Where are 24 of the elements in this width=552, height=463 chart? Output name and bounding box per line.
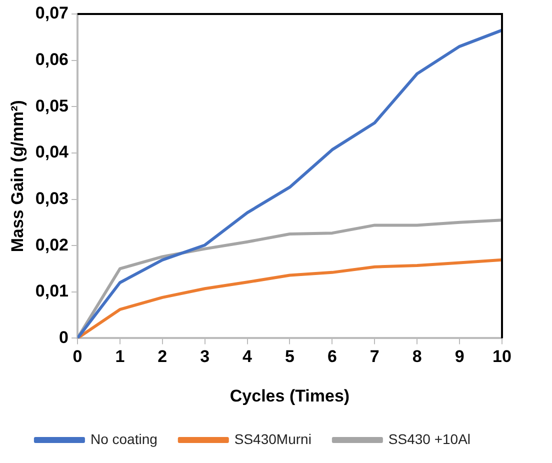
- y-tick-label: 0,04: [35, 142, 70, 162]
- x-tick-label: 3: [200, 347, 210, 366]
- x-tick-label: 9: [454, 347, 464, 366]
- y-tick-label: 0,03: [35, 188, 68, 208]
- x-tick-label: 4: [242, 347, 253, 366]
- legend-label: No coating: [90, 430, 158, 447]
- x-tick-label: 7: [370, 347, 380, 366]
- x-tick-label: 5: [285, 347, 294, 366]
- x-tick-label: 8: [412, 347, 422, 366]
- y-tick-label: 0,06: [35, 50, 68, 69]
- x-tick-label: 6: [327, 347, 337, 366]
- x-tick-label: 0: [72, 347, 82, 366]
- x-tick-label: 10: [492, 347, 512, 366]
- x-tick-label: 1: [115, 347, 125, 366]
- legend-label: SS430Murni: [234, 430, 312, 447]
- y-tick-label: 0,01: [35, 282, 68, 301]
- y-tick-label: 0,05: [35, 96, 68, 116]
- x-tick-label: 2: [158, 347, 168, 366]
- legend-label: SS430 +10Al: [388, 430, 471, 447]
- x-axis-title: Cycles (Times): [230, 386, 350, 406]
- y-axis-title: Mass Gain (g/mm²): [8, 100, 27, 252]
- y-tick-label: 0: [59, 328, 68, 347]
- y-tick-label: 0,02: [35, 235, 68, 254]
- y-tick-label: 0,07: [35, 4, 68, 23]
